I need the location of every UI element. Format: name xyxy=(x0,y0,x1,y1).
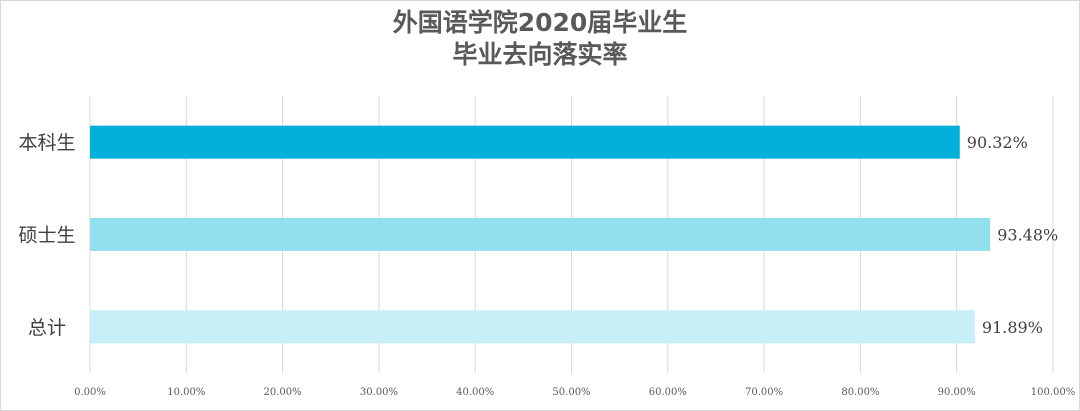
x-tick-label: 70.00% xyxy=(745,387,783,398)
x-tick-label: 40.00% xyxy=(456,387,494,398)
x-tick-label: 50.00% xyxy=(552,387,590,398)
x-tick-label: 0.00% xyxy=(74,387,106,398)
data-label: 90.32% xyxy=(967,133,1028,152)
x-tick-label: 100.00% xyxy=(1031,387,1076,398)
chart-title: 外国语学院2020届毕业生 毕业去向落实率 xyxy=(1,7,1079,71)
x-tick-label: 80.00% xyxy=(841,387,879,398)
x-tick-label: 60.00% xyxy=(649,387,687,398)
bar xyxy=(90,125,960,159)
category-label: 本科生 xyxy=(18,132,75,154)
chart-title-line-1: 外国语学院2020届毕业生 xyxy=(392,8,688,37)
x-tick-label: 20.00% xyxy=(264,387,302,398)
data-label: 91.89% xyxy=(982,318,1043,337)
chart-title-line-2: 毕业去向落实率 xyxy=(452,40,628,69)
bar xyxy=(90,218,991,251)
x-tick-label: 90.00% xyxy=(938,387,976,398)
category-label: 总计 xyxy=(28,317,66,339)
x-tick-label: 30.00% xyxy=(360,387,398,398)
bar xyxy=(90,310,975,344)
x-tick-label: 10.00% xyxy=(167,387,205,398)
category-label: 硕士生 xyxy=(18,225,75,247)
data-label: 93.48% xyxy=(997,226,1058,245)
